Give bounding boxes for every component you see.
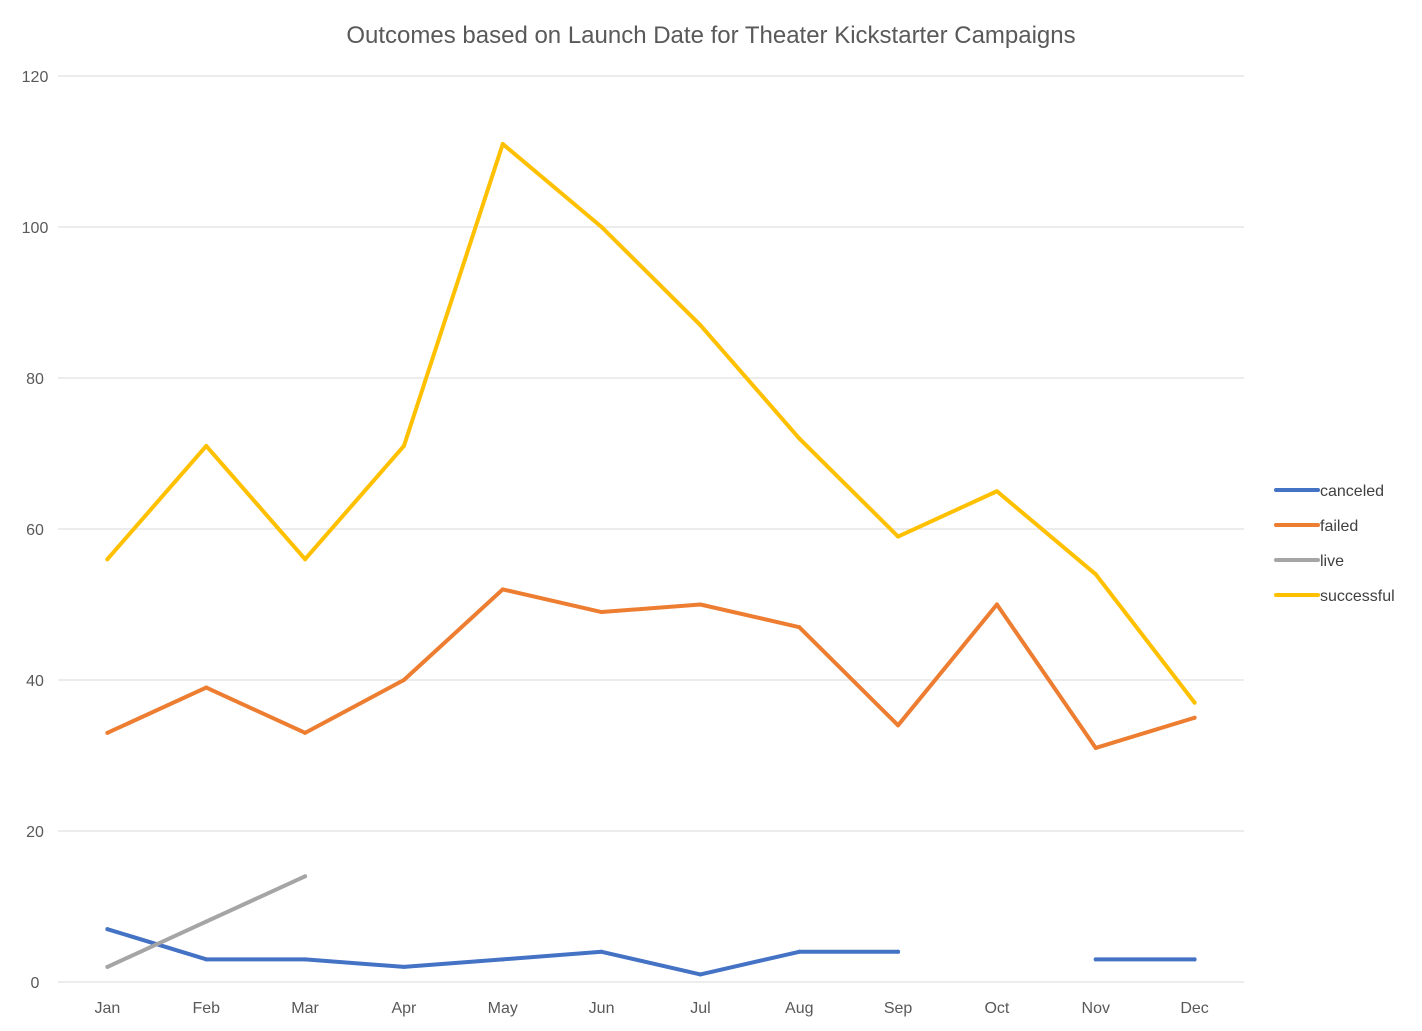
legend-label-successful: successful <box>1320 588 1395 605</box>
series-line-successful <box>105 141 1197 705</box>
x-axis-ticks: Jan Feb Mar Apr May Jun Jul Aug Sep Oct Nov Dec <box>95 1000 1209 1017</box>
legend-item-canceled: canceled <box>1274 483 1384 500</box>
x-tick-label-feb: Feb <box>192 1000 220 1017</box>
data-point-failed-jul <box>698 602 703 607</box>
x-tick-label-nov: Nov <box>1082 1000 1110 1017</box>
data-point-successful-jan <box>105 557 110 562</box>
series-canceled <box>105 927 1197 977</box>
x-tick-label-jan: Jan <box>95 1000 121 1017</box>
series-line-failed <box>105 587 1197 750</box>
x-tick-label-apr: Apr <box>391 1000 417 1017</box>
series-line-canceled <box>105 927 901 977</box>
legend: canceled failed live successful <box>1274 483 1395 605</box>
data-point-failed-dec <box>1192 715 1197 720</box>
x-tick-label-sep: Sep <box>884 1000 913 1017</box>
data-point-canceled-dec <box>1192 957 1197 962</box>
legend-item-live: live <box>1274 553 1344 570</box>
y-tick-label: 80 <box>26 371 44 388</box>
data-point-failed-apr <box>401 678 406 682</box>
data-point-canceled-mar <box>303 957 308 962</box>
chart-title: Outcomes based on Launch Date for Theate… <box>346 22 1075 49</box>
data-point-successful-feb <box>204 443 209 448</box>
data-point-canceled-feb <box>204 957 209 962</box>
legend-item-successful: successful <box>1274 588 1395 605</box>
series-lines <box>105 141 1197 977</box>
x-tick-label-dec: Dec <box>1180 1000 1208 1017</box>
y-tick-label: 120 <box>22 69 49 86</box>
y-tick-label: 60 <box>26 522 44 539</box>
data-point-successful-apr <box>401 443 406 448</box>
data-point-successful-jun <box>599 225 604 229</box>
data-point-live-jan <box>105 964 110 969</box>
data-point-successful-dec <box>1192 700 1197 705</box>
data-point-failed-nov <box>1093 745 1098 750</box>
x-tick-label-oct: Oct <box>984 1000 1009 1017</box>
y-tick-label: 20 <box>26 824 44 841</box>
data-point-canceled-nov <box>1093 957 1098 962</box>
data-point-successful-may <box>500 141 505 146</box>
x-tick-label-jun: Jun <box>589 1000 615 1017</box>
data-point-canceled-jan <box>105 927 110 932</box>
y-tick-label: 0 <box>31 975 40 992</box>
x-tick-label-jul: Jul <box>690 1000 710 1017</box>
data-point-failed-jun <box>599 610 604 615</box>
data-point-successful-jul <box>698 323 703 328</box>
series-successful <box>105 141 1197 705</box>
data-point-canceled-sep <box>896 949 901 954</box>
gridlines <box>58 75 1244 983</box>
data-point-canceled-may <box>500 957 505 962</box>
data-point-failed-oct <box>994 602 999 607</box>
x-tick-label-may: May <box>488 1000 518 1017</box>
x-tick-label-mar: Mar <box>291 1000 319 1017</box>
legend-label-live: live <box>1320 553 1344 570</box>
data-point-failed-jan <box>105 730 110 735</box>
data-point-live-feb <box>204 919 209 924</box>
data-point-successful-nov <box>1093 572 1098 577</box>
data-point-canceled-jun <box>599 949 604 954</box>
y-axis-ticks: 0 20 40 60 80 100 120 <box>22 69 49 992</box>
legend-item-failed: failed <box>1274 518 1358 535</box>
data-point-failed-mar <box>303 730 308 735</box>
x-tick-label-aug: Aug <box>785 1000 813 1017</box>
data-point-successful-mar <box>303 557 308 562</box>
data-point-successful-sep <box>896 534 901 539</box>
data-point-failed-aug <box>797 625 802 630</box>
data-point-canceled-jul <box>698 972 703 977</box>
data-point-canceled-aug <box>797 949 802 954</box>
data-point-successful-oct <box>994 489 999 494</box>
series-failed <box>105 587 1197 750</box>
data-point-canceled-apr <box>401 964 406 969</box>
series-live <box>105 874 308 969</box>
y-tick-label: 100 <box>22 220 49 237</box>
data-point-live-mar <box>303 874 308 879</box>
legend-label-canceled: canceled <box>1320 483 1384 500</box>
data-point-successful-aug <box>797 436 802 441</box>
y-tick-label: 40 <box>26 673 44 690</box>
legend-label-failed: failed <box>1320 518 1358 535</box>
data-point-failed-feb <box>204 685 209 690</box>
data-point-failed-sep <box>896 723 901 728</box>
data-point-failed-may <box>500 587 505 592</box>
